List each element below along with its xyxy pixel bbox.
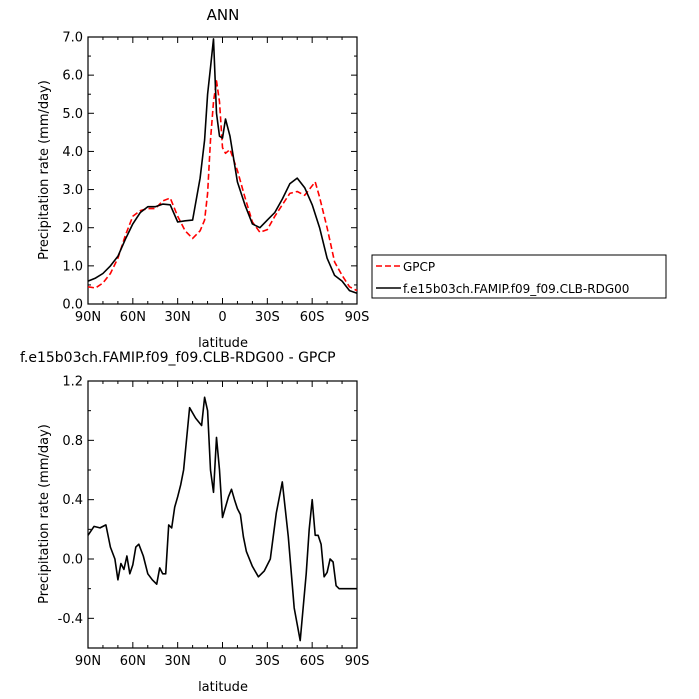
bottom-chart-title: f.e15b03ch.FAMIP.f09_f09.CLB-RDG00 - GPC…	[20, 350, 336, 366]
bottom-chart-x-label: latitude	[198, 680, 248, 695]
top-plot-area: 90N 60N 30N 0 30S 60S 90S 0.0 1.0 2.0 3.0 4.0 5.0 6.0…	[62, 31, 369, 326]
top-plot-frame	[87, 36, 358, 305]
bottom-x-tick-label: 0	[218, 654, 226, 669]
top-chart-title: ANN	[207, 6, 240, 24]
legend-box	[371, 254, 667, 299]
top-series-1-line	[87, 38, 358, 295]
bottom-x-tick-label: 90S	[345, 654, 370, 669]
top-chart-x-label: latitude	[198, 336, 248, 351]
top-y-tick-label: 6.0	[62, 69, 83, 84]
top-chart-y-label: Precipitation rate (mm/day)	[37, 80, 52, 260]
top-x-tick-label: 60N	[120, 310, 146, 325]
bottom-chart: f.e15b03ch.FAMIP.f09_f09.CLB-RDG00 - GPC…	[20, 350, 369, 695]
bottom-y-tick-label: 0.4	[62, 493, 83, 508]
bottom-x-tick-label: 30N	[165, 654, 191, 669]
bottom-x-tick-label: 60S	[300, 654, 325, 669]
top-series-0-line	[87, 80, 358, 292]
top-y-tick-label: 0.0	[62, 298, 83, 313]
top-y-tick-label: 3.0	[62, 183, 83, 198]
bottom-x-tick-label: 30S	[255, 654, 280, 669]
top-x-tick-label: 90S	[345, 310, 370, 325]
top-y-tick-label: 1.0	[62, 259, 83, 274]
bottom-y-tick-label: 0.8	[62, 434, 83, 449]
bottom-y-tick-label: -0.4	[58, 612, 83, 627]
top-y-tick-label: 2.0	[62, 221, 83, 236]
legend-label-model: f.e15b03ch.FAMIP.f09_f09.CLB-RDG00	[403, 282, 629, 296]
top-x-tick-label: 30S	[255, 310, 280, 325]
bottom-chart-y-label: Precipitation rate (mm/day)	[37, 424, 52, 604]
top-y-tick-label: 4.0	[62, 145, 83, 160]
bottom-x-tick-label: 90N	[75, 654, 101, 669]
top-x-tick-label: 30N	[165, 310, 191, 325]
top-chart: ANN latitude Precipitation rate (mm/day)…	[37, 6, 369, 351]
bottom-y-tick-label: 1.2	[62, 375, 83, 390]
bottom-x-tick-label: 60N	[120, 654, 146, 669]
bottom-plot-area: 90N 60N 30N 0 30S 60S 90S -0.4 0.0 0.4 0.8 1.2	[58, 375, 370, 670]
top-x-tick-label: 0	[218, 310, 226, 325]
top-y-tick-label: 5.0	[62, 107, 83, 122]
top-x-tick-label: 90N	[75, 310, 101, 325]
bottom-y-tick-label: 0.0	[62, 553, 83, 568]
top-y-tick-label: 7.0	[62, 31, 83, 46]
bottom-series-0-line	[87, 396, 357, 642]
top-x-tick-label: 60S	[300, 310, 325, 325]
legend: GPCP f.e15b03ch.FAMIP.f09_f09.CLB-RDG00	[371, 254, 667, 299]
legend-label-gpcp: GPCP	[403, 260, 435, 274]
